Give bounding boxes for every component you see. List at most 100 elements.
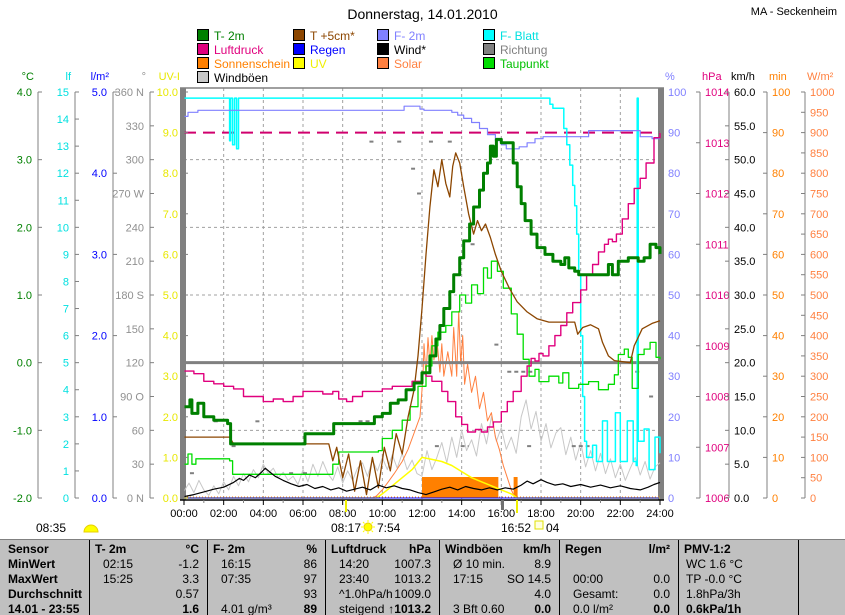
table-cell-time: 0.0 l/m² [573, 602, 614, 615]
x-tick-label: 20:00 [567, 508, 595, 520]
table-cell-value: 0.0 [653, 572, 670, 586]
axis-tick-label: 150 [810, 432, 828, 444]
axis-tick-label: 7 [63, 304, 69, 316]
axis-header-uvi: UV-I [159, 71, 180, 83]
axis-tick-label: 40.0 [734, 222, 755, 234]
axis-tick-label: 50.0 [734, 155, 755, 167]
axis-tick-label: 270 W [112, 189, 144, 201]
legend-item: F- 2m [377, 29, 425, 42]
series-wind [183, 467, 661, 498]
sunshine-bar [422, 477, 499, 498]
table-cell-time: 4.01 g/m³ [221, 602, 272, 615]
table-cell-value: 0.57 [175, 587, 199, 601]
axis-tick-label: 3.0 [92, 249, 107, 261]
x-tick-label: 14:00 [448, 508, 476, 520]
table-column-divider [678, 540, 679, 615]
x-tick-label: 04:00 [250, 508, 278, 520]
axis-tick-label: 25.0 [734, 324, 755, 336]
sun-ray-icon [362, 521, 365, 524]
axis-tick-label: 2 [63, 439, 69, 451]
axis-tick-label: 0 [810, 493, 816, 505]
legend-color-icon [483, 43, 495, 55]
axis-tick-label: 4.0 [17, 87, 32, 99]
table-cell-pmv: 0.6kPa/1h [686, 602, 742, 615]
axis-tick-label: 1.0 [92, 412, 107, 424]
axis-tick-label: 1010 [705, 290, 729, 302]
legend-item: Wind* [377, 43, 426, 56]
table-cell-time: Ø 10 min. [453, 557, 506, 571]
series-t-2m [184, 137, 662, 446]
axis-tick-label: 1008 [705, 392, 729, 404]
axis-tick-label: 1012 [705, 189, 729, 201]
table-cell-value: 1007.3 [394, 557, 431, 571]
axis-tick-label: 2.0 [92, 331, 107, 343]
table-cell-time: 15:25 [103, 572, 134, 586]
axis-tick-label: 13 [57, 141, 69, 153]
axis-tick-label: 50 [810, 473, 822, 485]
sunrise-time: 08:17 [331, 521, 361, 535]
axis-tick-label: 600 [810, 249, 828, 261]
axis-tick-label: 10.0 [734, 425, 755, 437]
table-cell-value: -1.2 [178, 557, 199, 571]
axis-tick-label: 4.0 [92, 168, 107, 180]
axis-header-degC: °C [22, 71, 34, 83]
axis-header-deg: ° [142, 71, 146, 83]
axis-tick-label: -2.0 [13, 493, 32, 505]
axis-tick-label: 20 [668, 412, 680, 424]
sun-ray-icon [362, 530, 365, 533]
axis-tick-label: 1 [63, 466, 69, 478]
axis-tick-label: 3.0 [163, 371, 178, 383]
axis-tick-label: 950 [810, 107, 828, 119]
table-header-unit: °C [185, 542, 199, 556]
legend-item: Sonnenschein [197, 57, 290, 70]
legend-item: Regen [293, 43, 345, 56]
axis-tick-label: 1007 [705, 442, 729, 454]
table-row-label: MaxWert [8, 572, 58, 586]
sunset-marker [501, 500, 504, 510]
axis-tick-label: 120 [126, 358, 144, 370]
axis-tick-label: 15.0 [734, 392, 755, 404]
table-header-cell: Regen [565, 542, 602, 556]
legend-label: UV [310, 57, 327, 71]
table-cell-value: 1013.2 [394, 572, 431, 586]
axis-tick-label: 450 [810, 310, 828, 322]
legend-item: Richtung [483, 43, 547, 56]
table-cell-time: 16:15 [221, 557, 252, 571]
axis-tick-label: 30 [668, 371, 680, 383]
table-cell-value: 0.0 [653, 602, 670, 615]
axis-tick-label: 14 [57, 114, 69, 126]
legend-color-icon [377, 57, 389, 69]
table-cell-time: 02:15 [103, 557, 134, 571]
series-taupunkt [184, 260, 661, 475]
axis-tick-label: 100 [772, 87, 790, 99]
axis-tick-label: 60.0 [734, 87, 755, 99]
table-column-divider [559, 540, 560, 615]
legend-label: T- 2m [214, 29, 245, 43]
axis-tick-label: 0 [668, 493, 674, 505]
weather-chart: 00:00 02:00 04:00 06:00 08:00 10:00 12:00 14:00… [13, 71, 834, 535]
x-tick-label: 06:00 [289, 508, 317, 520]
axis-tick-label: 15 [57, 87, 69, 99]
sunset-time: 16:52 [501, 521, 531, 535]
legend-color-icon [293, 57, 305, 69]
axis-tick-label: 5.0 [92, 87, 107, 99]
sun-ray-icon [371, 530, 374, 533]
legend-label: Wind* [394, 43, 427, 57]
axis-tick-label: 150 [126, 324, 144, 336]
table-cell-value: 89 [303, 602, 317, 615]
table-cell-time: 07:35 [221, 572, 252, 586]
axis-tick-label: 12 [57, 168, 69, 180]
axis-tick-label: 5.0 [163, 290, 178, 302]
table-cell-value: 0.0 [653, 587, 670, 601]
axis-tick-label: 1011 [705, 239, 729, 251]
axis-tick-label: 350 [810, 351, 828, 363]
legend-color-icon [293, 43, 305, 55]
axis-tick-label: 2.0 [17, 222, 32, 234]
axis-tick-label: 6 [63, 331, 69, 343]
axis-tick-label: 850 [810, 148, 828, 160]
axis-tick-label: 40 [668, 331, 680, 343]
table-cell-value: 3.3 [182, 572, 199, 586]
table-cell-time: 17:15 [453, 572, 484, 586]
axis-tick-label: 55.0 [734, 121, 755, 133]
